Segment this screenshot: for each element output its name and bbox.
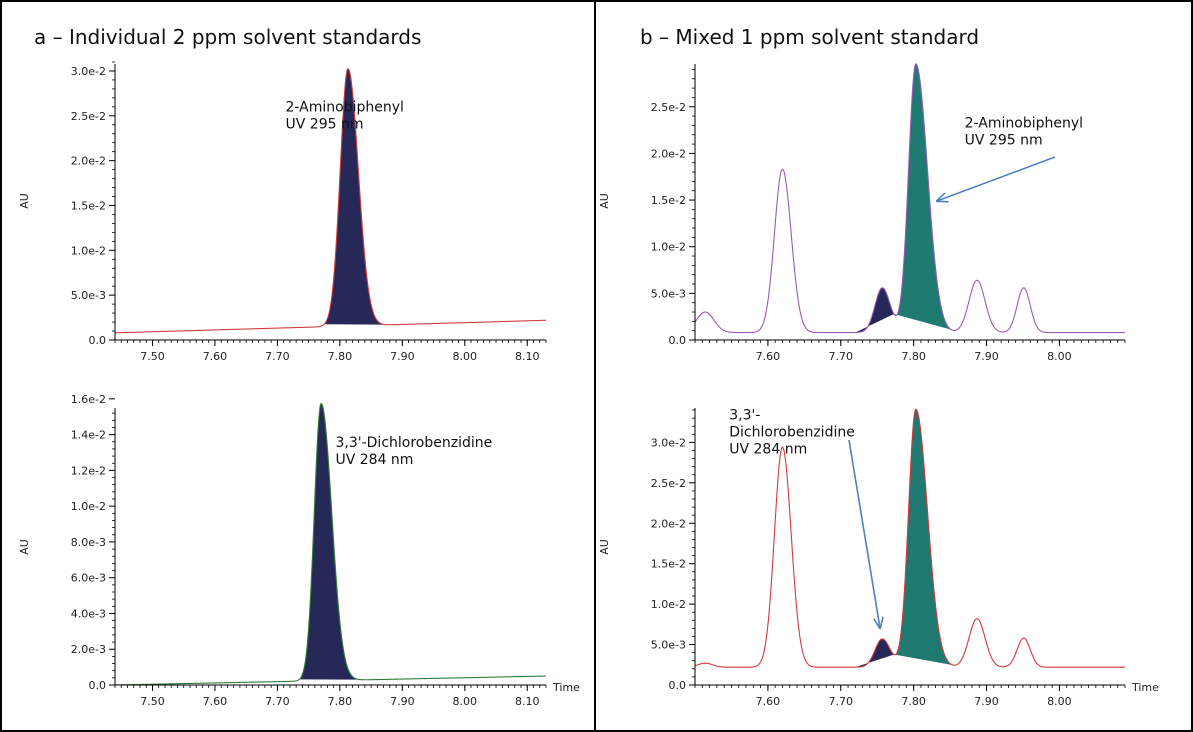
y-tick-label: 1.5e-2 [651,558,686,571]
x-tick-label: 7.70 [829,350,854,363]
x-tick-label: 7.80 [901,695,926,708]
y-tick-label: 5.0e-3 [651,639,686,652]
peak-annotation: 2-Aminobiphenyl UV 295 nm [965,115,1083,148]
x-tick-label: 7.70 [265,695,290,708]
x-tick-label: 8.00 [453,350,478,363]
peak-area-1 [299,403,372,680]
y-axis-label: AU [598,193,611,209]
x-axis-label: Time [1131,681,1159,694]
trace-line [114,403,547,686]
y-tick-label: 1.2e-2 [71,464,106,477]
y-tick-label: 1.0e-2 [71,500,106,513]
y-tick-label: 3.0e-2 [71,65,106,78]
y-tick-label: 2.0e-2 [71,155,106,168]
trace-line [694,63,1125,334]
peak-area-4 [893,409,954,666]
annotation-line: 3,3'- [729,408,760,424]
annotation-line: UV 295 nm [286,116,364,132]
x-tick-label: 8.10 [515,695,540,708]
y-axis-label: AU [598,539,611,555]
panel-b-title: b – Mixed 1 ppm solvent standard [640,25,979,49]
peak-area-4 [893,63,954,331]
y-tick-label: 6.0e-3 [71,572,106,585]
annotation-line: Dichlorobenzidine [729,425,855,441]
x-tick-label: 7.90 [390,695,415,708]
x-tick-label: 7.80 [901,350,926,363]
x-tick-label: 7.80 [328,350,353,363]
trace-line [694,408,1125,668]
x-tick-label: 7.60 [756,695,781,708]
annotation-line: 3,3'-Dichlorobenzidine [335,435,492,451]
x-tick-label: 7.70 [265,350,290,363]
peak-annotation: 2-Aminobiphenyl UV 295 nm [286,99,404,132]
chart-2: 7.50 7.60 7.70 7.80 7.90 8.00 8.10 0.0 2.0e-3 4.0… [18,393,580,708]
x-tick-label: 7.90 [974,695,999,708]
x-tick-label: 7.90 [974,350,999,363]
y-tick-label: 1.4e-2 [71,429,106,442]
x-tick-label: 8.00 [1047,695,1072,708]
y-axis-label: AU [18,193,31,209]
y-tick-label: 1.5e-2 [651,194,686,207]
y-tick-label: 1.0e-2 [651,241,686,254]
annotation-line: 2-Aminobiphenyl [286,99,404,115]
x-tick-label: 8.10 [515,350,540,363]
y-tick-label: 2.5e-2 [651,477,686,490]
y-tick-label: 0.0 [669,679,687,692]
chart-1: 7.50 7.60 7.70 7.80 7.90 8.00 8.10 0.0 5.0e-3 1.0… [18,61,547,363]
peak-area-1 [324,68,393,325]
chart-4: 7.60 7.70 7.80 7.90 8.00 0.0 5.0e-3 1.0e-2 1.5e-… [598,408,1159,708]
y-tick-label: 2.0e-2 [651,517,686,530]
x-tick-label: 7.50 [140,350,165,363]
annotation-line: 2-Aminobiphenyl [965,115,1083,131]
y-tick-label: 1.0e-2 [651,598,686,611]
y-tick-label: 1.5e-2 [71,199,106,212]
peak-area-3 [855,287,894,333]
x-tick-label: 7.60 [203,695,228,708]
y-tick-label: 3.0e-2 [651,436,686,449]
x-tick-label: 7.60 [203,350,228,363]
x-tick-label: 8.00 [1047,350,1072,363]
x-axis-label: Time [552,681,580,694]
annotation-line: UV 284 nm [335,452,413,468]
panel-a-title: a – Individual 2 ppm solvent standards [34,25,421,49]
x-tick-label: 8.00 [453,695,478,708]
arrow-2-aminobiphenyl [937,156,1056,201]
arrow-dichlorobenzidine [848,439,880,628]
y-tick-label: 2.5e-2 [651,101,686,114]
x-tick-label: 7.90 [390,350,415,363]
x-tick-label: 7.50 [140,695,165,708]
annotation-line: UV 295 nm [965,132,1043,148]
x-tick-label: 7.80 [328,695,353,708]
y-tick-label: 2.5e-2 [71,110,106,123]
peak-annotation: 3,3'-Dichlorobenzidine UV 284 nm [335,435,492,468]
peak-annotation: 3,3'-Dichlorobenzidine UV 284 nm [729,408,855,458]
annotation-line: UV 284 nm [729,442,807,458]
plots-layer: 7.50 7.60 7.70 7.80 7.90 8.00 8.10 0.0 5.0e-3 1.0… [18,61,1159,708]
y-tick-label: 0.0 [89,334,107,347]
y-tick-label: 2.0e-2 [651,147,686,160]
y-tick-label: 5.0e-3 [71,289,106,302]
y-tick-label: 0.0 [669,334,687,347]
trace-line [114,68,547,334]
y-tick-label: 2.0e-3 [71,643,106,656]
y-tick-label: 1.0e-2 [71,244,106,257]
peak-area-3 [855,638,894,668]
x-tick-label: 7.70 [829,695,854,708]
y-tick-label: 0.0 [89,679,107,692]
x-tick-label: 7.60 [756,350,781,363]
y-axis-label: AU [18,539,31,555]
y-tick-label: 5.0e-3 [651,287,686,300]
y-tick-label: 8.0e-3 [71,536,106,549]
chart-3: 7.60 7.70 7.80 7.90 8.00 0.0 5.0e-3 1.0e-2 1.5e-… [598,63,1126,363]
y-tick-label: 4.0e-3 [71,607,106,620]
y-tick-label: 1.6e-2 [71,393,106,406]
